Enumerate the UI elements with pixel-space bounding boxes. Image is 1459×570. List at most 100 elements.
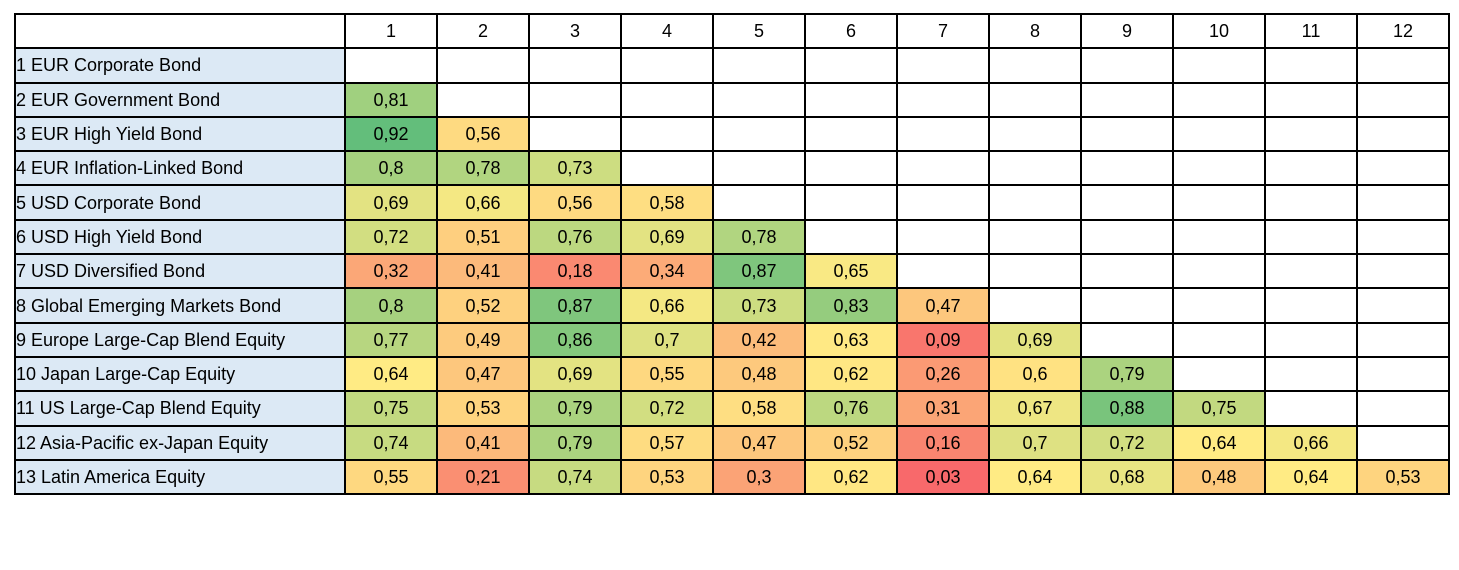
correlation-value-cell: 0,8 xyxy=(344,150,438,187)
row-label: 4 EUR Inflation-Linked Bond xyxy=(14,150,346,187)
row-label: 5 USD Corporate Bond xyxy=(14,184,346,221)
empty-cell xyxy=(1356,81,1450,118)
empty-cell xyxy=(1172,253,1266,290)
header-row: 1 2 3 4 5 6 7 8 9 10 11 12 xyxy=(14,12,1450,50)
correlation-value-cell: 0,92 xyxy=(344,115,438,153)
empty-cell xyxy=(1264,355,1358,393)
column-header-8: 8 xyxy=(988,12,1082,50)
row-label: 8 Global Emerging Markets Bond xyxy=(14,287,346,324)
column-header-11: 11 xyxy=(1264,12,1358,50)
correlation-value-cell: 0,64 xyxy=(1172,424,1266,461)
empty-cell xyxy=(1172,115,1266,153)
correlation-value-cell: 0,56 xyxy=(528,184,622,221)
row-label: 3 EUR High Yield Bond xyxy=(14,115,346,153)
empty-cell xyxy=(804,81,898,118)
correlation-value-cell: 0,73 xyxy=(712,287,806,324)
empty-cell xyxy=(1172,218,1266,256)
table-row: 10 Japan Large-Cap Equity 0,64 0,47 0,69 0,5… xyxy=(14,355,1450,393)
correlation-value-cell: 0,78 xyxy=(712,218,806,256)
correlation-value-cell: 0,6 xyxy=(988,355,1082,393)
empty-cell xyxy=(1080,321,1174,358)
table-row: 7 USD Diversified Bond 0,32 0,41 0,18 0,34 0,… xyxy=(14,253,1450,290)
empty-cell xyxy=(896,115,990,153)
correlation-value-cell: 0,42 xyxy=(712,321,806,358)
column-header-7: 7 xyxy=(896,12,990,50)
empty-cell xyxy=(712,150,806,187)
correlation-value-cell: 0,64 xyxy=(1264,458,1358,496)
empty-cell xyxy=(1172,81,1266,118)
correlation-value-cell: 0,47 xyxy=(436,355,530,393)
table-row: 4 EUR Inflation-Linked Bond 0,8 0,78 0,73 xyxy=(14,150,1450,187)
correlation-value-cell: 0,41 xyxy=(436,253,530,290)
empty-cell xyxy=(1264,287,1358,324)
correlation-value-cell: 0,53 xyxy=(620,458,714,496)
correlation-value-cell: 0,47 xyxy=(712,424,806,461)
correlation-value-cell: 0,63 xyxy=(804,321,898,358)
correlation-value-cell: 0,81 xyxy=(344,81,438,118)
table-row: 1 EUR Corporate Bond xyxy=(14,47,1450,84)
correlation-value-cell: 0,7 xyxy=(620,321,714,358)
column-header-5: 5 xyxy=(712,12,806,50)
correlation-value-cell: 0,87 xyxy=(528,287,622,324)
column-header-6: 6 xyxy=(804,12,898,50)
row-label: 7 USD Diversified Bond xyxy=(14,253,346,290)
correlation-value-cell: 0,65 xyxy=(804,253,898,290)
empty-cell xyxy=(1356,218,1450,256)
correlation-value-cell: 0,77 xyxy=(344,321,438,358)
column-header-3: 3 xyxy=(528,12,622,50)
empty-cell xyxy=(1080,150,1174,187)
row-label: 2 EUR Government Bond xyxy=(14,81,346,118)
empty-cell xyxy=(1264,218,1358,256)
row-label: 12 Asia-Pacific ex-Japan Equity xyxy=(14,424,346,461)
table-row: 8 Global Emerging Markets Bond 0,8 0,52 0,8… xyxy=(14,287,1450,324)
correlation-value-cell: 0,74 xyxy=(344,424,438,461)
correlation-value-cell: 0,74 xyxy=(528,458,622,496)
correlation-value-cell: 0,56 xyxy=(436,115,530,153)
correlation-value-cell: 0,67 xyxy=(988,390,1082,427)
empty-cell xyxy=(1356,115,1450,153)
correlation-value-cell: 0,73 xyxy=(528,150,622,187)
empty-cell xyxy=(620,115,714,153)
empty-cell xyxy=(1264,115,1358,153)
table-row: 13 Latin America Equity 0,55 0,21 0,74 0,53 0… xyxy=(14,458,1450,496)
correlation-value-cell: 0,75 xyxy=(344,390,438,427)
correlation-value-cell: 0,69 xyxy=(528,355,622,393)
correlation-value-cell: 0,88 xyxy=(1080,390,1174,427)
correlation-matrix-container: 1 2 3 4 5 6 7 8 9 10 11 12 1 EUR Corporate Bond 2 EUR… xyxy=(14,12,1450,496)
empty-cell xyxy=(1356,287,1450,324)
correlation-value-cell: 0,75 xyxy=(1172,390,1266,427)
correlation-value-cell: 0,7 xyxy=(988,424,1082,461)
empty-cell xyxy=(620,81,714,118)
correlation-value-cell: 0,21 xyxy=(436,458,530,496)
correlation-value-cell: 0,55 xyxy=(620,355,714,393)
empty-cell xyxy=(896,47,990,84)
correlation-value-cell: 0,79 xyxy=(528,424,622,461)
empty-cell xyxy=(1356,184,1450,221)
correlation-value-cell: 0,53 xyxy=(1356,458,1450,496)
table-row: 3 EUR High Yield Bond 0,92 0,56 xyxy=(14,115,1450,153)
matrix-body: 1 2 3 4 5 6 7 8 9 10 11 12 1 EUR Corporate Bond 2 EUR… xyxy=(14,12,1450,496)
correlation-value-cell: 0,69 xyxy=(988,321,1082,358)
empty-cell xyxy=(804,47,898,84)
correlation-value-cell: 0,58 xyxy=(620,184,714,221)
empty-cell xyxy=(1356,47,1450,84)
empty-cell xyxy=(1356,355,1450,393)
correlation-value-cell: 0,66 xyxy=(1264,424,1358,461)
empty-cell xyxy=(528,47,622,84)
correlation-value-cell: 0,62 xyxy=(804,355,898,393)
correlation-value-cell: 0,55 xyxy=(344,458,438,496)
correlation-value-cell: 0,72 xyxy=(620,390,714,427)
correlation-value-cell: 0,03 xyxy=(896,458,990,496)
correlation-value-cell: 0,76 xyxy=(528,218,622,256)
correlation-value-cell: 0,72 xyxy=(1080,424,1174,461)
correlation-value-cell: 0,18 xyxy=(528,253,622,290)
row-label: 6 USD High Yield Bond xyxy=(14,218,346,256)
correlation-value-cell: 0,83 xyxy=(804,287,898,324)
correlation-value-cell: 0,62 xyxy=(804,458,898,496)
correlation-value-cell: 0,49 xyxy=(436,321,530,358)
empty-cell xyxy=(620,150,714,187)
empty-cell xyxy=(1356,424,1450,461)
table-row: 2 EUR Government Bond 0,81 xyxy=(14,81,1450,118)
empty-cell xyxy=(1080,253,1174,290)
empty-cell xyxy=(988,218,1082,256)
